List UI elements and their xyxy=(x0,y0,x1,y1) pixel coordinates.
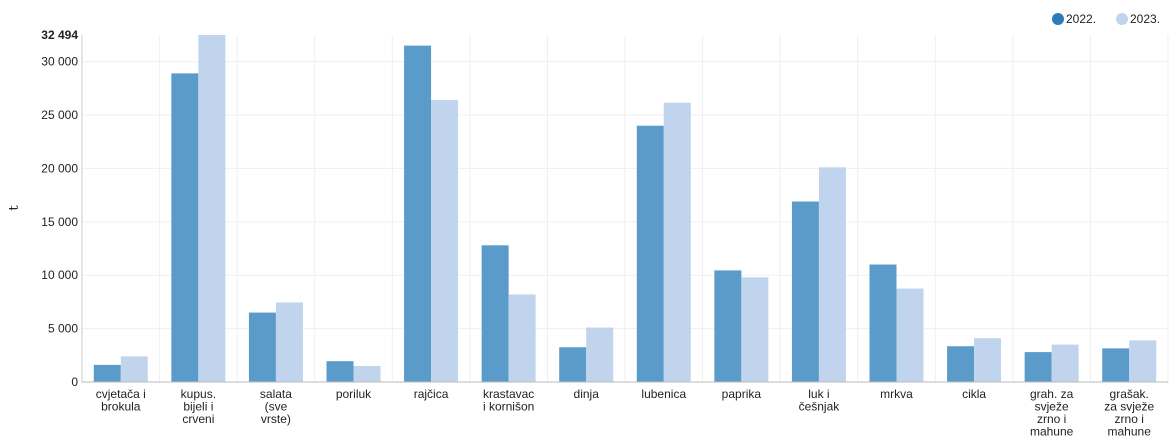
y-tick-label: 10 000 xyxy=(41,268,78,282)
x-tick-label: krastavac i kornišon xyxy=(483,387,534,414)
bar-2022[interactable] xyxy=(869,264,897,382)
bar-2023[interactable] xyxy=(120,356,148,382)
x-tick-label: dinja xyxy=(574,387,600,401)
bar-2022[interactable] xyxy=(1102,348,1130,382)
x-tick-label: salata (sve vrste) xyxy=(260,387,292,426)
bar-2023[interactable] xyxy=(896,288,924,382)
legend-item-2023[interactable]: 2023. xyxy=(1116,12,1160,26)
bar-2023[interactable] xyxy=(1129,340,1157,382)
bar-2022[interactable] xyxy=(1024,352,1052,382)
bar-2023[interactable] xyxy=(275,302,303,382)
x-tick-label: lubenica xyxy=(641,387,686,401)
bars xyxy=(93,35,1157,383)
bar-2023[interactable] xyxy=(974,338,1002,382)
y-tick-label: 0 xyxy=(71,375,78,389)
legend-marker xyxy=(1052,13,1064,25)
x-tick-label: kupus. bijeli i crveni xyxy=(181,387,216,426)
bar-2023[interactable] xyxy=(741,277,769,382)
bar-2023[interactable] xyxy=(198,35,226,382)
bar-2022[interactable] xyxy=(248,312,276,382)
y-tick-label: 15 000 xyxy=(41,215,78,229)
y-axis: 0 5 000 10 000 15 000 20 000 25 000 30 000 32 4… xyxy=(41,28,83,389)
bar-2022[interactable] xyxy=(714,270,742,382)
bar-2023[interactable] xyxy=(508,294,536,382)
x-tick-label: paprika xyxy=(722,387,762,401)
bar-2022[interactable] xyxy=(559,347,587,382)
bar-2022[interactable] xyxy=(636,125,664,382)
y-max-label: 32 494 xyxy=(41,28,78,42)
bar-2023[interactable] xyxy=(818,167,846,382)
x-tick-label: cikla xyxy=(962,387,986,401)
bar-2022[interactable] xyxy=(171,73,199,382)
x-tick-label: luk i češnjak xyxy=(799,387,841,414)
x-tick-label: grah. za svježe zrno i mahune xyxy=(1030,387,1074,439)
y-tick-label: 20 000 xyxy=(41,161,78,175)
y-tick-label: 30 000 xyxy=(41,55,78,69)
x-tick-label: mrkva xyxy=(880,387,913,401)
bar-2022[interactable] xyxy=(404,45,432,383)
legend-marker xyxy=(1116,13,1128,25)
bar-2023[interactable] xyxy=(353,365,381,382)
x-tick-label: poriluk xyxy=(336,387,372,401)
y-tick-label: 25 000 xyxy=(41,108,78,122)
legend[interactable]: 2022. 2023. xyxy=(1052,12,1160,26)
bar-2023[interactable] xyxy=(1051,344,1079,382)
y-tick-label: 5 000 xyxy=(48,322,78,336)
bar-2022[interactable] xyxy=(791,201,819,382)
legend-item-2022[interactable]: 2022. xyxy=(1052,12,1096,26)
bar-2022[interactable] xyxy=(481,245,509,382)
bar-2023[interactable] xyxy=(586,327,614,382)
bar-2022[interactable] xyxy=(326,361,354,382)
x-tick-label: rajčica xyxy=(414,387,449,401)
x-axis: cvjetača i brokula kupus. bijeli i crveni sal… xyxy=(82,381,1168,439)
x-tick-label: grašak. za svježe zrno i mahune xyxy=(1104,387,1154,439)
bar-2023[interactable] xyxy=(431,100,459,383)
legend-label: 2023. xyxy=(1130,12,1160,26)
y-axis-title: t xyxy=(7,205,22,211)
grid-lines xyxy=(81,35,1169,383)
bar-2023[interactable] xyxy=(663,102,691,382)
x-tick-label: cvjetača i brokula xyxy=(96,387,146,414)
bar-2022[interactable] xyxy=(93,364,121,382)
legend-label: 2022. xyxy=(1066,12,1096,26)
bar-2022[interactable] xyxy=(947,346,975,382)
